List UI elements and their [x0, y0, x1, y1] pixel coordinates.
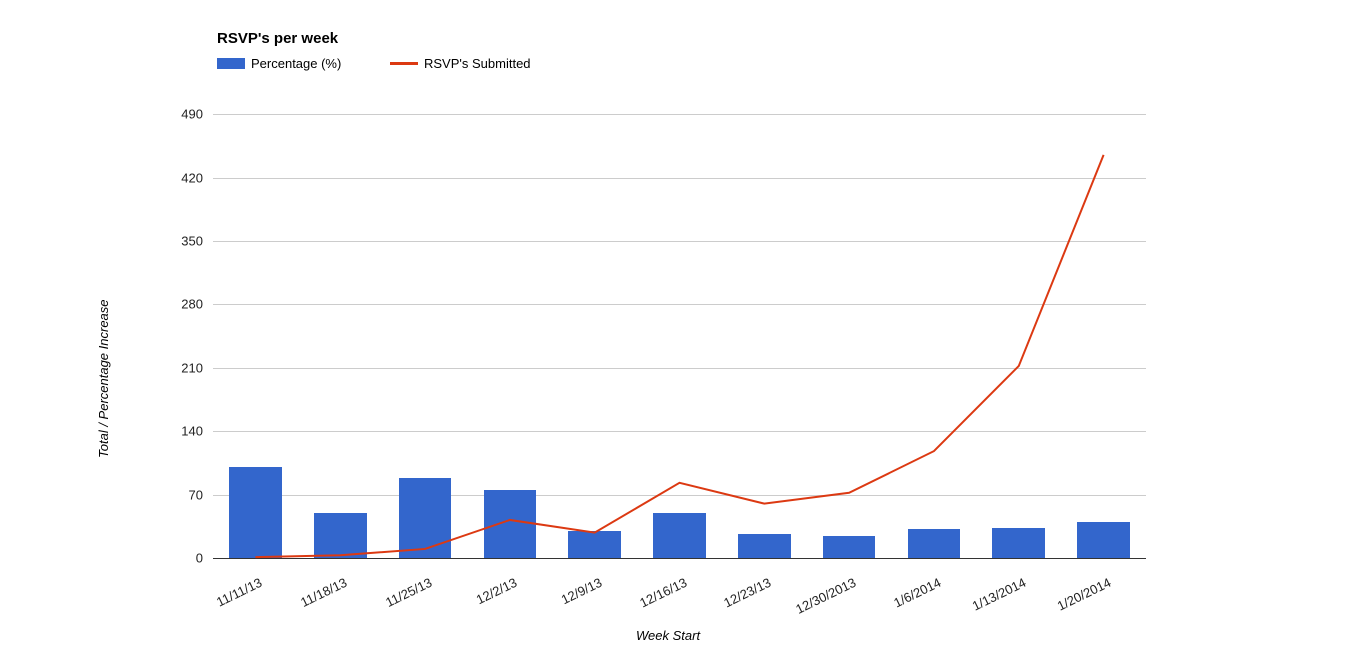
- x-tick-label: 12/30/2013: [793, 575, 858, 617]
- x-tick-label: 1/13/2014: [969, 575, 1028, 614]
- y-tick-label: 490: [181, 107, 213, 122]
- x-tick-label: 11/25/13: [383, 575, 434, 610]
- line-series-svg: [213, 96, 1146, 558]
- legend-item-percentage: Percentage (%): [217, 56, 341, 71]
- plot-area: 07014021028035042049011/11/1311/18/1311/…: [213, 96, 1146, 558]
- x-tick-label: 12/23/13: [722, 575, 774, 611]
- x-tick-label: 1/6/2014: [891, 575, 943, 611]
- x-axis-baseline: [213, 558, 1146, 559]
- y-tick-label: 280: [181, 297, 213, 312]
- legend-label-rsvps-submitted: RSVP's Submitted: [424, 56, 531, 71]
- y-axis-title: Total / Percentage Increase: [96, 299, 111, 458]
- x-axis-title: Week Start: [636, 628, 700, 643]
- chart-title: RSVP's per week: [217, 30, 338, 47]
- rsvps-submitted-line: [255, 155, 1103, 557]
- y-tick-label: 350: [181, 233, 213, 248]
- y-tick-label: 140: [181, 424, 213, 439]
- x-tick-label: 12/2/13: [474, 575, 520, 607]
- x-tick-label: 12/9/13: [558, 575, 604, 607]
- legend-swatch-percentage: [217, 58, 245, 69]
- x-tick-label: 1/20/2014: [1054, 575, 1113, 614]
- legend-label-percentage: Percentage (%): [251, 56, 341, 71]
- x-tick-label: 11/18/13: [298, 575, 349, 610]
- legend-swatch-rsvps-submitted: [390, 62, 418, 65]
- rsvp-chart: RSVP's per week Percentage (%) RSVP's Su…: [0, 0, 1363, 651]
- y-tick-label: 210: [181, 360, 213, 375]
- y-tick-label: 0: [196, 551, 213, 566]
- y-tick-label: 70: [189, 487, 213, 502]
- legend-item-rsvps-submitted: RSVP's Submitted: [390, 56, 531, 71]
- x-tick-label: 12/16/13: [637, 575, 689, 611]
- y-tick-label: 420: [181, 170, 213, 185]
- x-tick-label: 11/11/13: [214, 575, 264, 610]
